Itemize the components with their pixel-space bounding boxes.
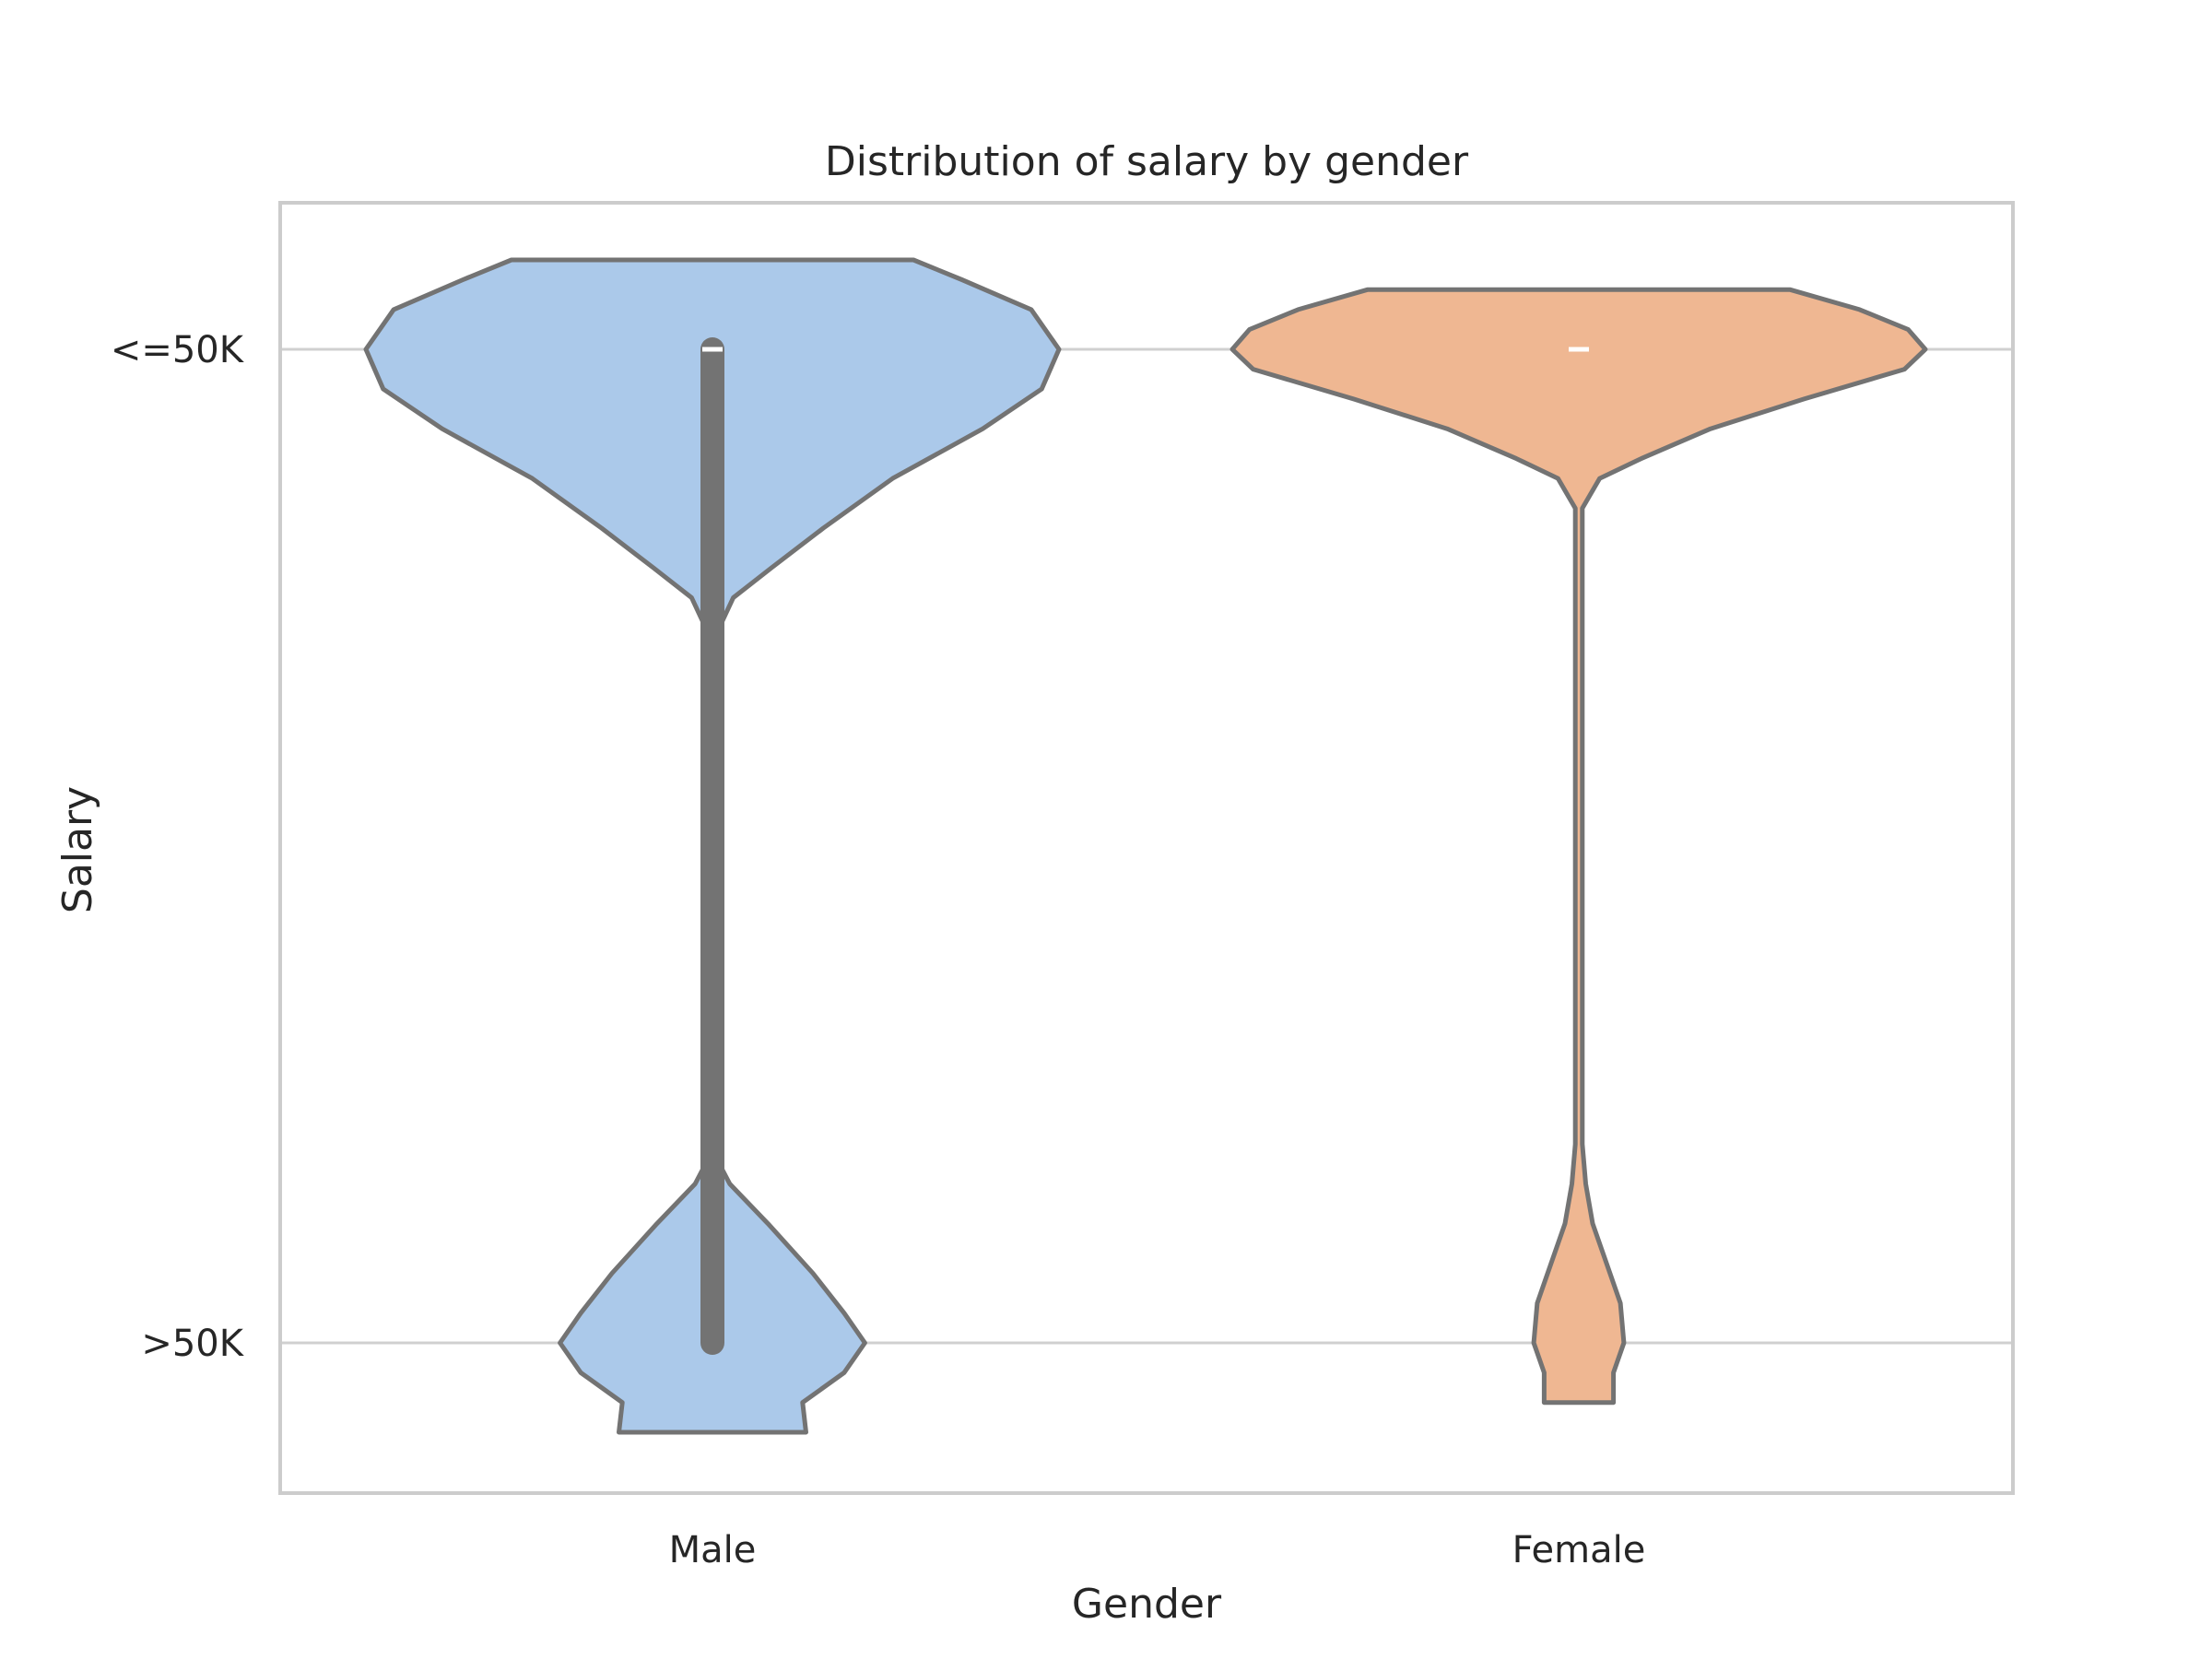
violins — [363, 257, 1928, 1435]
x-axis-label: Gender — [1072, 1581, 1222, 1628]
y-tick-label-0: <=50K — [111, 329, 245, 371]
y-tick-label-1: >50K — [141, 1323, 244, 1365]
x-tick-label-male: Male — [669, 1529, 757, 1571]
grid-lines — [280, 347, 2013, 1345]
y-axis-label: Salary — [54, 786, 101, 913]
violin-female — [1230, 287, 1928, 1406]
chart-title: Distribution of salary by gender — [825, 138, 1469, 185]
x-tick-label-female: Female — [1512, 1529, 1646, 1571]
x-tick-labels: Male Female — [669, 1529, 1646, 1571]
plot-frame — [278, 201, 2015, 1495]
y-tick-labels: <=50K >50K — [111, 329, 245, 1365]
